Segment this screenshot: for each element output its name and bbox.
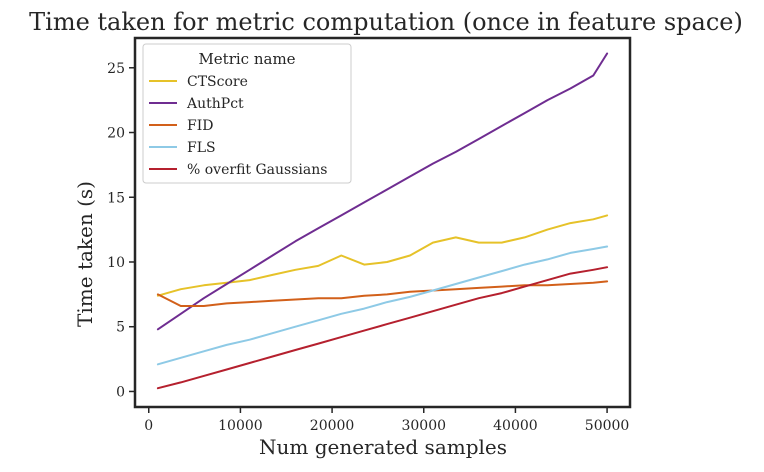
x-tick-label: 30000 <box>401 418 446 434</box>
y-tick-label: 15 <box>107 190 125 206</box>
chart-title: Time taken for metric computation (once … <box>29 8 743 36</box>
legend-label-1: AuthPct <box>186 96 244 112</box>
legend-label-4: % overfit Gaussians <box>187 162 327 178</box>
axes-frame <box>133 36 632 409</box>
x-axis-label: Num generated samples <box>259 435 507 459</box>
x-axis-ticks: 0 10000 20000 30000 40000 50000 <box>144 407 629 434</box>
legend-label-3: FLS <box>187 140 216 156</box>
y-axis-ticks: 0 5 10 15 20 25 <box>107 61 135 400</box>
x-tick-label: 20000 <box>310 418 355 434</box>
series-line-3 <box>156 245 609 366</box>
series-line-1 <box>156 52 609 331</box>
y-tick-label: 20 <box>107 126 125 142</box>
legend-box <box>142 43 352 184</box>
series-line-0 <box>156 214 609 297</box>
y-tick-label: 0 <box>116 384 125 400</box>
x-tick-label: 10000 <box>218 418 263 434</box>
legend-entries: CTScore AuthPct FID FLS % overfit Gaussians <box>149 74 327 178</box>
x-tick-label: 50000 <box>585 418 630 434</box>
legend-label-0: CTScore <box>187 74 248 90</box>
y-tick-label: 5 <box>116 320 125 336</box>
x-tick-label: 40000 <box>493 418 538 434</box>
legend-title: Metric name <box>198 50 295 68</box>
legend-label-2: FID <box>187 118 213 134</box>
y-tick-label: 10 <box>107 255 125 271</box>
series-line-2 <box>156 280 609 307</box>
y-axis-label: Time taken (s) <box>73 181 97 327</box>
y-tick-label: 25 <box>107 61 125 77</box>
legend: Metric name CTScore AuthPct FID FLS % overfi… <box>142 43 352 184</box>
plot-area <box>156 52 609 390</box>
series-line-4 <box>156 266 609 390</box>
x-tick-label: 0 <box>144 418 153 434</box>
